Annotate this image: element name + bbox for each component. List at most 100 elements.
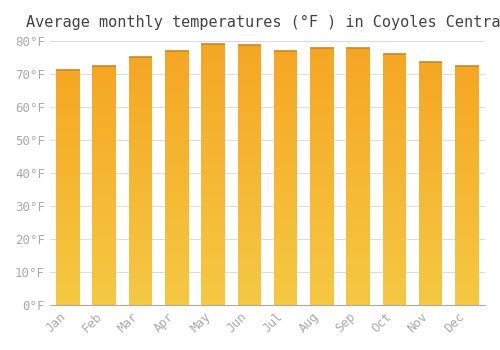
Bar: [165, 209, 188, 211]
Bar: [202, 229, 225, 232]
Bar: [128, 171, 152, 174]
Bar: [419, 67, 442, 69]
Bar: [165, 112, 188, 115]
Bar: [92, 193, 116, 195]
Bar: [382, 197, 406, 200]
Bar: [92, 159, 116, 162]
Bar: [128, 295, 152, 298]
Bar: [92, 190, 116, 193]
Bar: [238, 123, 261, 126]
Bar: [165, 166, 188, 168]
Bar: [238, 162, 261, 164]
Bar: [346, 99, 370, 102]
Bar: [92, 90, 116, 93]
Bar: [202, 62, 225, 65]
Bar: [165, 204, 188, 206]
Bar: [92, 298, 116, 300]
Bar: [238, 175, 261, 177]
Bar: [382, 210, 406, 212]
Bar: [92, 157, 116, 159]
Bar: [346, 269, 370, 272]
Bar: [382, 82, 406, 84]
Bar: [310, 115, 334, 117]
Bar: [382, 107, 406, 110]
Bar: [346, 243, 370, 246]
Bar: [382, 272, 406, 275]
Bar: [455, 105, 478, 107]
Bar: [419, 230, 442, 232]
Bar: [382, 255, 406, 257]
Bar: [92, 255, 116, 257]
Bar: [274, 300, 297, 302]
Bar: [238, 92, 261, 94]
Bar: [238, 48, 261, 50]
Bar: [419, 196, 442, 198]
Bar: [419, 154, 442, 157]
Bar: [92, 152, 116, 155]
Bar: [92, 119, 116, 121]
Bar: [455, 119, 478, 121]
Bar: [382, 170, 406, 172]
Bar: [202, 167, 225, 169]
Bar: [165, 97, 188, 100]
Bar: [92, 133, 116, 135]
Bar: [165, 84, 188, 87]
Bar: [238, 256, 261, 258]
Bar: [346, 102, 370, 104]
Bar: [165, 262, 188, 265]
Bar: [128, 99, 152, 102]
Bar: [92, 186, 116, 188]
Bar: [165, 272, 188, 275]
Bar: [56, 167, 80, 169]
Bar: [346, 84, 370, 86]
Bar: [455, 88, 478, 90]
Bar: [346, 184, 370, 187]
Bar: [202, 141, 225, 143]
Bar: [56, 289, 80, 291]
Bar: [92, 112, 116, 114]
Bar: [202, 281, 225, 284]
Bar: [56, 211, 80, 213]
Bar: [274, 214, 297, 216]
Bar: [310, 266, 334, 269]
Bar: [56, 284, 80, 286]
Bar: [310, 76, 334, 79]
Bar: [346, 179, 370, 182]
Bar: [92, 74, 116, 76]
Bar: [419, 300, 442, 303]
Bar: [382, 117, 406, 120]
Bar: [128, 248, 152, 251]
Bar: [238, 84, 261, 86]
Bar: [455, 162, 478, 164]
Bar: [92, 267, 116, 269]
Bar: [202, 70, 225, 73]
Bar: [382, 142, 406, 145]
Bar: [419, 101, 442, 103]
Bar: [165, 155, 188, 158]
Bar: [128, 156, 152, 159]
Bar: [346, 277, 370, 279]
Bar: [274, 63, 297, 66]
Bar: [419, 137, 442, 140]
Bar: [92, 219, 116, 222]
Bar: [419, 176, 442, 179]
Bar: [310, 300, 334, 302]
Bar: [346, 302, 370, 305]
Bar: [419, 147, 442, 149]
Bar: [310, 79, 334, 81]
Bar: [274, 282, 297, 285]
Bar: [92, 195, 116, 198]
Bar: [419, 84, 442, 86]
Bar: [165, 265, 188, 267]
Bar: [202, 86, 225, 89]
Bar: [238, 232, 261, 235]
Bar: [56, 241, 80, 244]
Bar: [346, 259, 370, 261]
Bar: [202, 263, 225, 266]
Bar: [455, 295, 478, 298]
Bar: [238, 164, 261, 167]
Bar: [56, 274, 80, 277]
Bar: [310, 94, 334, 97]
Bar: [382, 127, 406, 130]
Bar: [455, 274, 478, 276]
